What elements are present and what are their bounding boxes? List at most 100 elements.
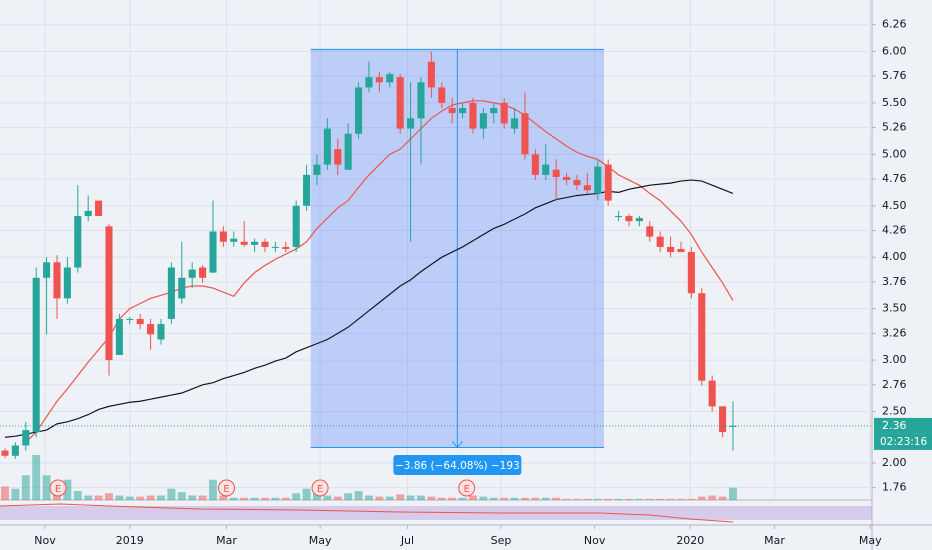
candle-body xyxy=(511,118,519,129)
last-price-label: 2.36 xyxy=(882,419,907,432)
x-tick-label: 2019 xyxy=(116,534,144,547)
candle-body xyxy=(407,118,415,129)
indicator-band xyxy=(0,506,872,520)
candle-body xyxy=(594,166,602,194)
volume-bar xyxy=(614,498,623,500)
candle-body xyxy=(230,238,238,242)
candle-body xyxy=(147,324,155,335)
volume-bar xyxy=(666,498,675,500)
grid xyxy=(0,0,876,529)
candle-body xyxy=(687,252,695,294)
volume-bar xyxy=(573,498,581,500)
candle-body xyxy=(604,164,612,201)
candle-body xyxy=(282,246,290,249)
y-tick-label: 3.50 xyxy=(882,302,907,315)
x-tick-label: 2020 xyxy=(676,534,704,547)
volume-bar xyxy=(354,491,363,500)
volume-bar xyxy=(115,495,124,500)
candle-body xyxy=(698,293,706,381)
candle-body xyxy=(1,450,9,456)
candle-body xyxy=(199,267,207,278)
candle-body xyxy=(271,246,279,248)
measure-arrow-head xyxy=(451,441,463,449)
volume-bar xyxy=(333,496,342,500)
candle-body xyxy=(656,236,664,247)
x-tick-label: Jul xyxy=(400,534,414,547)
volume-bar xyxy=(229,497,238,500)
candle-body xyxy=(646,226,654,237)
candle-body xyxy=(708,380,716,407)
y-tick-label: 5.50 xyxy=(882,96,907,109)
candle-body xyxy=(386,74,394,83)
candle-body xyxy=(167,267,175,319)
x-tick-label: May xyxy=(309,534,332,547)
candle-body xyxy=(240,241,248,245)
candle-body xyxy=(303,174,311,206)
candle-body xyxy=(365,77,373,88)
y-tick-label: 6.00 xyxy=(882,44,907,57)
candle-body xyxy=(313,164,321,175)
candle-body xyxy=(209,231,217,273)
volume-bar xyxy=(63,479,72,500)
volume-bar xyxy=(42,475,51,500)
candle-body xyxy=(188,269,196,278)
y-tick-label: 3.26 xyxy=(882,326,907,339)
volume-bar xyxy=(552,497,561,500)
x-tick-label: Nov xyxy=(584,534,606,547)
countdown-bg xyxy=(874,433,932,450)
candle-body xyxy=(396,77,404,129)
candle-body xyxy=(438,87,446,103)
volume-bar xyxy=(635,498,644,500)
candle-body xyxy=(469,102,477,129)
volume-bar xyxy=(427,496,436,500)
candle-body xyxy=(667,246,675,253)
candle-body xyxy=(583,185,591,191)
candle-body xyxy=(22,430,30,446)
measure-label-bg xyxy=(393,455,522,475)
volume-bar xyxy=(167,488,176,500)
volume-bar xyxy=(84,495,93,500)
volume-bar xyxy=(510,497,519,500)
candle-body xyxy=(448,108,456,114)
candle-body xyxy=(115,318,123,355)
candle-body xyxy=(355,87,363,134)
candle-body xyxy=(719,406,727,433)
volume-bar xyxy=(94,495,103,500)
volume-bar xyxy=(417,495,425,500)
volume-bar xyxy=(209,479,217,500)
volume-bar xyxy=(271,497,280,500)
volume-bar xyxy=(437,497,446,500)
candle-body xyxy=(479,113,487,129)
candle-body xyxy=(459,108,467,114)
volume-bar xyxy=(198,495,207,500)
candle-body xyxy=(542,164,550,175)
volume-bar xyxy=(292,493,301,500)
candle-body xyxy=(136,318,144,325)
y-tick-label: 2.50 xyxy=(882,405,907,418)
volume-bar xyxy=(656,498,665,500)
volume-bar xyxy=(562,498,571,500)
candle-body xyxy=(292,205,300,247)
volume-bar xyxy=(125,496,134,500)
candle-body xyxy=(344,133,352,170)
indicator-line xyxy=(0,503,734,523)
volume-bar xyxy=(500,497,509,500)
earnings-label: E xyxy=(317,484,323,495)
x-tick-label: May xyxy=(859,534,882,547)
volume-bar xyxy=(531,497,540,500)
volume-bar xyxy=(146,495,155,500)
candle-body xyxy=(531,154,539,175)
volume-bar xyxy=(458,497,467,500)
volume-bar xyxy=(687,498,696,500)
candle-body xyxy=(563,176,571,181)
y-tick-label: 5.26 xyxy=(882,121,907,134)
y-tick-label: 4.50 xyxy=(882,199,907,212)
volume-bar xyxy=(406,495,415,500)
candle-body xyxy=(677,248,685,253)
y-tick-label: 4.76 xyxy=(882,172,907,185)
candle-body xyxy=(105,226,113,361)
volume-bar xyxy=(593,498,602,500)
volume-bar xyxy=(219,495,228,500)
volume-bar xyxy=(344,493,353,500)
volume-bar xyxy=(21,475,30,500)
